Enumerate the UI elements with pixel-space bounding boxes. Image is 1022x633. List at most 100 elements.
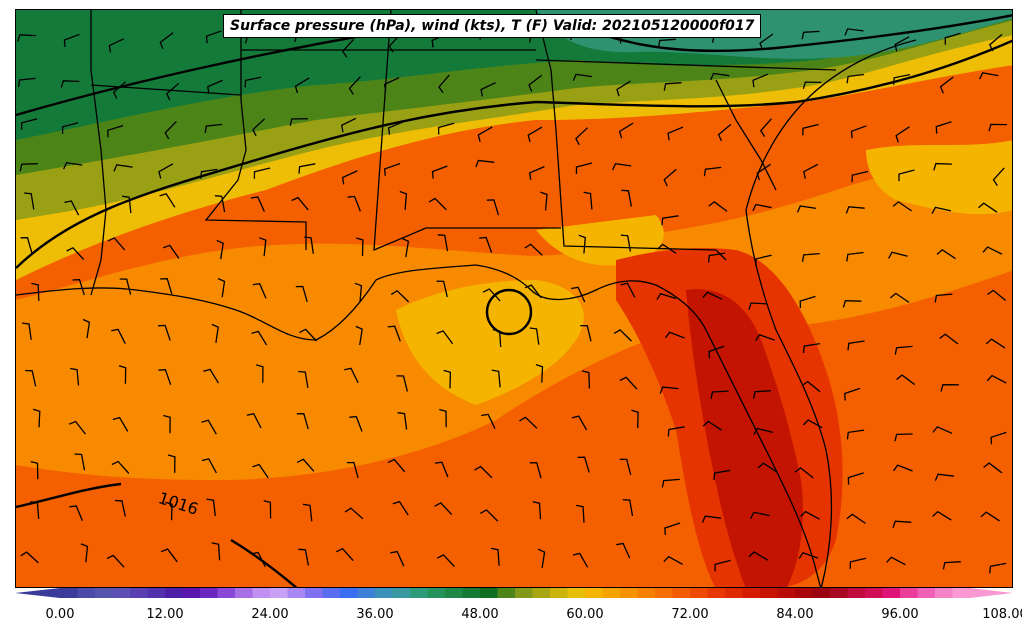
colorbar-segment: [690, 588, 708, 598]
wind-barb: [798, 552, 819, 559]
colorbar-tick-label: 48.00: [461, 607, 499, 622]
wind-barb: [17, 77, 36, 88]
colorbar-segment: [165, 588, 183, 598]
wind-barb: [663, 168, 677, 187]
wind-barb: [572, 552, 589, 568]
wind-barb: [24, 192, 35, 210]
colorbar-segment: [252, 588, 271, 598]
border-ok-ar: [90, 84, 242, 96]
wind-barb: [61, 122, 79, 134]
colorbar-segment: [532, 588, 551, 598]
isobar-northeast: [575, 14, 1012, 53]
wind-barb: [397, 412, 408, 430]
wind-barb: [535, 363, 544, 383]
wind-barb: [74, 453, 86, 471]
wind-barb: [701, 515, 722, 523]
wind-barb: [159, 32, 174, 50]
wind-barb: [989, 33, 1003, 52]
wind-barb: [892, 464, 913, 472]
colorbar-segment: [60, 588, 78, 598]
wind-barb: [931, 206, 952, 214]
wind-barb: [354, 282, 363, 302]
wind-barb: [933, 162, 952, 171]
map-title: Surface pressure (hPa), wind (kts), T (F…: [223, 14, 762, 38]
wind-barb: [22, 322, 32, 340]
temp-zone-deep-red: [686, 289, 803, 587]
wind-barb: [622, 498, 634, 517]
wind-barb: [481, 413, 496, 429]
wind-barb: [656, 292, 677, 301]
wind-barb: [528, 74, 543, 92]
wind-barb: [25, 369, 37, 387]
wind-barb: [759, 33, 774, 51]
wind-barb: [932, 426, 953, 434]
colorbar-segment: [882, 588, 901, 598]
map-panel: [15, 9, 1013, 588]
wind-barb: [846, 73, 864, 84]
wind-barb: [17, 34, 36, 42]
wind-barb: [206, 498, 216, 517]
wind-barb: [756, 163, 771, 181]
wind-barb: [846, 429, 865, 440]
isobar-1016: [16, 482, 122, 509]
colorbar-segment: [235, 588, 253, 598]
wind-barb: [341, 170, 358, 185]
wind-barb: [113, 164, 133, 172]
colorbar-tick-label: 72.00: [671, 607, 709, 622]
temp-zone-atlantic-yellow: [866, 140, 1012, 215]
wind-barb: [492, 328, 502, 347]
colorbar-segment: [515, 588, 533, 598]
wind-barb: [111, 328, 126, 344]
wind-barb: [204, 123, 223, 134]
wind-barb: [989, 562, 1007, 574]
wind-barb: [255, 364, 264, 383]
wind-barb: [713, 469, 731, 481]
wind-barb: [571, 286, 586, 303]
wind-barb: [387, 121, 404, 135]
colorbar-segment: [497, 588, 516, 598]
wind-barb: [387, 325, 401, 342]
colorbar-segment: [777, 588, 796, 598]
wind-barb: [621, 189, 633, 207]
wind-barb: [167, 454, 176, 473]
wind-barb: [932, 510, 952, 521]
wind-barb: [892, 201, 912, 212]
wind-barb: [20, 237, 33, 254]
wind-barb: [757, 462, 778, 473]
temperature-map: [16, 10, 1012, 587]
wind-barb: [70, 367, 80, 386]
wind-barb: [572, 73, 593, 81]
wind-barb: [207, 79, 223, 94]
wind-barb: [979, 72, 999, 80]
wind-barb: [802, 342, 821, 354]
wind-barb: [399, 190, 408, 210]
wind-barb: [714, 559, 731, 572]
wind-barb: [846, 513, 866, 524]
wind-barb: [702, 420, 723, 431]
wind-barb: [575, 127, 589, 146]
wind-barb: [482, 288, 501, 302]
colorbar-tick-label: 12.00: [146, 607, 184, 622]
wind-barb: [800, 510, 820, 520]
wind-barb: [106, 554, 125, 568]
isobar-south: [230, 538, 298, 587]
wind-barb: [894, 345, 913, 355]
colorbar-segment: [830, 588, 848, 598]
wind-barb: [111, 460, 130, 474]
wind-barb: [19, 163, 38, 172]
wind-barb: [491, 369, 501, 388]
wind-barb: [112, 416, 129, 432]
wind-barb: [794, 467, 814, 479]
colorbar-segment: [95, 588, 113, 598]
wind-barb: [217, 278, 226, 298]
wind-barb: [63, 161, 83, 170]
wind-barb: [847, 340, 865, 351]
wind-barb: [620, 282, 636, 298]
wind-barb: [383, 77, 400, 92]
wind-barb: [664, 522, 681, 536]
wind-barb: [752, 203, 772, 212]
wind-barb: [659, 386, 679, 394]
wind-barb: [985, 338, 1006, 349]
wind-barb: [850, 125, 867, 139]
colorbar-segment: [620, 588, 638, 598]
